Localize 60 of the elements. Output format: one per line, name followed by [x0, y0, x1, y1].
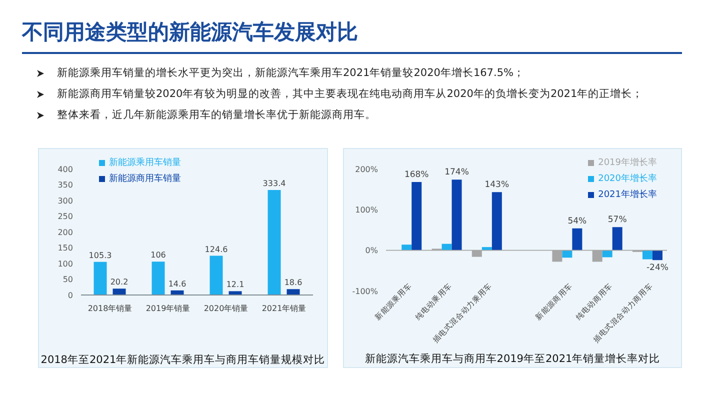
y-tick-label: 350	[58, 180, 73, 190]
data-label: 124.6	[204, 244, 228, 254]
data-label: 14.6	[168, 279, 186, 288]
x-tick-label: 2021年销量	[262, 304, 306, 313]
bar	[652, 250, 662, 260]
bar	[642, 250, 652, 260]
bar	[612, 227, 622, 250]
data-label: -24%	[646, 263, 668, 274]
text: 不同用途类型的新能源汽车发展对比	[22, 19, 358, 46]
y-tick-label: 300	[58, 196, 73, 206]
text: 新能源乘用车销量的增长水平更为突出，新能源汽车乘用车2021年销量较2020年增长167.5%；	[57, 66, 524, 80]
bar	[572, 228, 582, 250]
bar	[602, 250, 612, 258]
y-tick-label: -100%	[352, 286, 378, 296]
bar	[152, 262, 165, 295]
y-tick-label: 400	[58, 164, 73, 174]
legend-label: 2021年增长率	[598, 190, 657, 200]
bar	[452, 180, 462, 250]
text: 新能源商用车销量较2020年有较为明显的改善，其中主要表现在纯电动商用车从2020年的负增长变为2021年的正增长；	[57, 87, 644, 101]
y-tick-label: 200%	[355, 164, 378, 174]
data-label: 54%	[568, 216, 587, 226]
y-tick-label: 200	[58, 228, 73, 237]
bar	[210, 256, 223, 295]
data-label: 12.1	[226, 280, 244, 290]
y-tick-label: 100	[58, 259, 73, 268]
bar	[412, 182, 422, 250]
legend-label: 新能源商用车销量	[109, 174, 181, 184]
text: 新能源汽车乘用车与商用车2019年至2021年销量增长率对比	[364, 352, 662, 366]
data-label: 18.6	[284, 278, 302, 288]
x-tick-label: 2018年销量	[88, 304, 132, 313]
y-tick-label: 0%	[365, 246, 378, 256]
bar	[402, 244, 412, 250]
data-label: 20.2	[110, 278, 128, 287]
data-label: 174%	[444, 168, 469, 178]
bar	[112, 288, 126, 295]
y-tick-label: 50	[62, 275, 73, 284]
bar	[562, 250, 572, 258]
y-tick-label: 0	[68, 290, 73, 300]
y-tick-label: 100%	[355, 206, 378, 215]
y-tick-label: 150	[58, 244, 73, 253]
legend-label: 新能源乘用车销量	[109, 158, 181, 168]
x-tick-label: 2019年销量	[146, 304, 190, 313]
data-label: 143%	[484, 180, 510, 190]
bar	[492, 192, 502, 250]
bar	[228, 291, 242, 295]
legend-label: 2019年增长率	[598, 158, 657, 168]
bar	[268, 190, 281, 295]
bar	[286, 289, 300, 295]
data-label: 333.4	[262, 178, 286, 188]
legend-label: 2020年增长率	[598, 174, 657, 184]
data-label: 106	[150, 250, 166, 260]
bar	[442, 244, 452, 250]
y-tick-label: 250	[58, 212, 73, 222]
x-tick-label: 2020年销量	[204, 304, 248, 313]
text: 整体来看，近几年新能源乘用车的销量增长率优于新能源商用车。	[57, 108, 376, 122]
text: 2018年至2021年新能源汽车乘用车与商用车销量规模对比	[40, 353, 326, 367]
data-label: 57%	[608, 215, 627, 226]
data-label: 168%	[404, 170, 429, 180]
data-label: 105.3	[88, 250, 112, 260]
bar	[94, 262, 107, 295]
